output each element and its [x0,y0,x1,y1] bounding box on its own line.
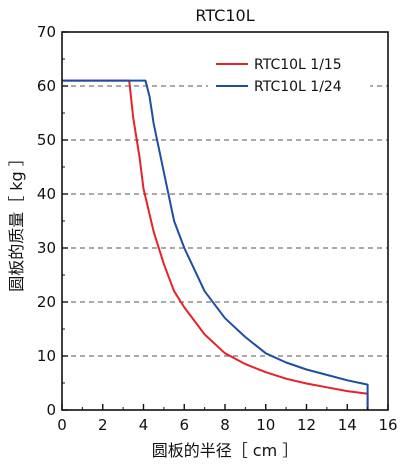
y-tick-label: 0 [46,401,56,419]
x-tick-label: 16 [378,416,397,434]
x-tick-label: 10 [256,416,275,434]
y-tick-label: 20 [37,293,56,311]
x-axis-label: 圆板的半径［ cm ］ [152,441,299,460]
x-tick-label: 6 [179,416,189,434]
y-tick-label: 30 [37,239,56,257]
chart-title: RTC10L [195,6,254,25]
legend-label-2: RTC10L 1/24 [254,79,342,95]
y-tick-label: 70 [37,23,56,41]
x-tick-label: 8 [220,416,230,434]
y-tick-label: 40 [37,185,56,203]
legend-box [208,48,370,104]
x-tick-label: 4 [139,416,149,434]
y-tick-label: 10 [37,347,56,365]
ticks: 0 2 4 6 8 10 12 14 16 0 10 20 30 40 50 60 70 [37,23,398,434]
x-tick-label: 2 [98,416,108,434]
y-tick-label: 50 [37,131,56,149]
legend-label-1: RTC10L 1/15 [254,57,342,73]
x-tick-label: 12 [297,416,316,434]
grid [62,85,388,357]
series-layer [62,79,369,410]
y-tick-label: 60 [37,77,56,95]
x-tick-label: 0 [57,416,67,434]
y-axis-label: 圆板的质量［ kg ］ [7,150,26,292]
series-line-2 [62,79,369,410]
x-tick-label: 14 [338,416,357,434]
series-line-1 [62,79,369,410]
legend: RTC10L 1/15 RTC10L 1/24 [208,48,370,104]
